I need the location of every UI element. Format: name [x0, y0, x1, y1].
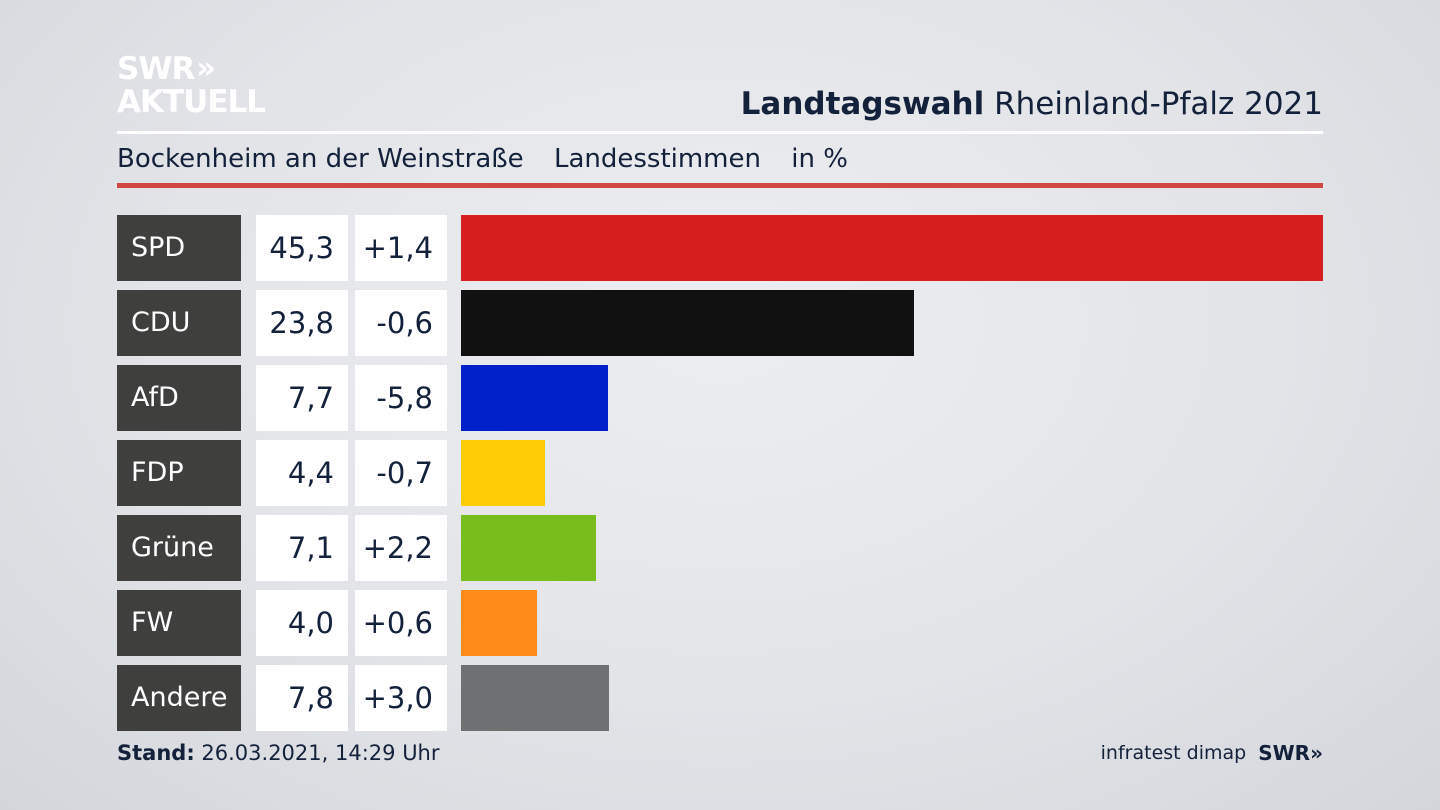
- bar: [461, 365, 608, 431]
- party-label: FDP: [117, 440, 241, 506]
- subtitle-unit: in %: [791, 144, 848, 174]
- difference-label: +2,2: [355, 515, 447, 581]
- value-label: 45,3: [256, 215, 348, 281]
- chart-row: Grüne 7,1 +2,2: [117, 515, 1323, 581]
- stand-value: 26.03.2021, 14:29 Uhr: [201, 741, 440, 765]
- party-label: SPD: [117, 215, 241, 281]
- swr-brand: SWR»: [1258, 741, 1323, 765]
- chart-row: FDP 4,4 -0,7: [117, 440, 1323, 506]
- chart-row: CDU 23,8 -0,6: [117, 290, 1323, 356]
- bar: [461, 590, 537, 656]
- subtitle-place: Bockenheim an der Weinstraße: [117, 144, 524, 174]
- chart-row: AfD 7,7 -5,8: [117, 365, 1323, 431]
- difference-label: -5,8: [355, 365, 447, 431]
- swr-aktuell-logo: SWR» AKTUELL: [117, 50, 266, 120]
- value-label: 7,7: [256, 365, 348, 431]
- value-label: 7,8: [256, 665, 348, 731]
- difference-label: -0,7: [355, 440, 447, 506]
- party-label: CDU: [117, 290, 241, 356]
- chart-subtitle: Bockenheim an der Weinstraße Landesstimm…: [117, 144, 870, 174]
- value-label: 23,8: [256, 290, 348, 356]
- page-title: Landtagswahl Rheinland-Pfalz 2021: [741, 86, 1323, 122]
- title-bold: Landtagswahl: [740, 86, 985, 122]
- logo-chevron-icon: »: [196, 51, 216, 86]
- swr-brand-text: SWR: [1258, 741, 1311, 765]
- timestamp: Stand: 26.03.2021, 14:29 Uhr: [117, 741, 440, 765]
- chart-row: Andere 7,8 +3,0: [117, 665, 1323, 731]
- difference-label: -0,6: [355, 290, 447, 356]
- bar: [461, 665, 609, 731]
- source-text: infratest dimap: [1100, 742, 1247, 764]
- difference-label: +3,0: [355, 665, 447, 731]
- bar: [461, 515, 596, 581]
- bar: [461, 290, 914, 356]
- title-rest: Rheinland-Pfalz 2021: [994, 86, 1323, 122]
- value-label: 4,0: [256, 590, 348, 656]
- bar: [461, 215, 1323, 281]
- title-divider: [117, 131, 1323, 134]
- subtitle-measure: Landesstimmen: [553, 144, 761, 174]
- value-label: 7,1: [256, 515, 348, 581]
- chart-row: SPD 45,3 +1,4: [117, 215, 1323, 281]
- difference-label: +0,6: [355, 590, 447, 656]
- subtitle-divider: [117, 183, 1323, 188]
- party-label: Grüne: [117, 515, 241, 581]
- chart-row: FW 4,0 +0,6: [117, 590, 1323, 656]
- bar: [461, 440, 545, 506]
- value-label: 4,4: [256, 440, 348, 506]
- source-credit: infratest dimap SWR»: [1101, 741, 1323, 765]
- difference-label: +1,4: [355, 215, 447, 281]
- party-label: Andere: [117, 665, 241, 731]
- party-label: FW: [117, 590, 241, 656]
- swr-chevron-icon: »: [1310, 741, 1323, 765]
- party-label: AfD: [117, 365, 241, 431]
- stand-label: Stand:: [117, 741, 195, 765]
- logo-swr-text: SWR: [117, 50, 195, 87]
- logo-aktuell-text: AKTUELL: [117, 84, 266, 120]
